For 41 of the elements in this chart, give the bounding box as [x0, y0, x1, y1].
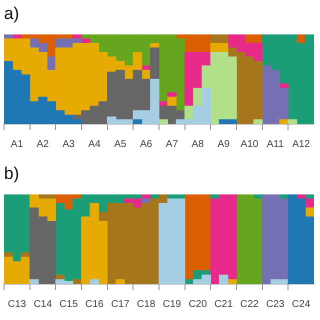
x-tick-label: A6 — [140, 138, 153, 150]
bar — [218, 274, 228, 284]
bar — [132, 119, 142, 124]
x-tick-label: A7 — [166, 138, 178, 150]
bar — [72, 279, 82, 284]
x-tick-label: C24 — [292, 298, 311, 310]
x-tick-label: C23 — [266, 298, 285, 310]
chart-title: a) — [4, 4, 20, 23]
x-tick-label: A2 — [36, 138, 50, 150]
x-tick-label: A12 — [292, 138, 310, 150]
x-tick-label: C19 — [162, 298, 182, 310]
chart-title: b) — [4, 164, 20, 183]
bar — [116, 279, 125, 284]
x-tick-label: C15 — [59, 298, 78, 310]
bar — [150, 43, 160, 48]
bar — [253, 119, 263, 124]
x-tick-label: C18 — [136, 298, 156, 310]
x-tick-label: A4 — [88, 138, 101, 150]
bar — [90, 279, 100, 284]
x-tick-label: C16 — [85, 298, 104, 310]
x-tick-label: C14 — [34, 298, 52, 310]
x-tick-label: C20 — [188, 298, 208, 310]
x-tick-label: C22 — [240, 298, 260, 310]
bar — [288, 119, 298, 124]
x-tick-label: C13 — [8, 298, 27, 310]
x-tick-label: A8 — [192, 138, 204, 150]
x-tick-label: A10 — [240, 138, 259, 150]
x-tick-label: A1 — [10, 138, 24, 150]
bar — [150, 48, 160, 80]
bar — [228, 279, 237, 284]
bar — [167, 96, 177, 106]
x-tick-label: C17 — [111, 298, 130, 310]
bar — [184, 279, 194, 284]
bar — [279, 119, 288, 124]
bar — [30, 279, 39, 284]
x-tick-label: A11 — [266, 138, 284, 150]
x-tick-label: A3 — [62, 138, 76, 150]
x-tick-label: A5 — [114, 138, 127, 150]
x-tick-label: A9 — [217, 138, 230, 150]
x-tick-label: C21 — [214, 298, 234, 310]
bar — [158, 119, 168, 124]
